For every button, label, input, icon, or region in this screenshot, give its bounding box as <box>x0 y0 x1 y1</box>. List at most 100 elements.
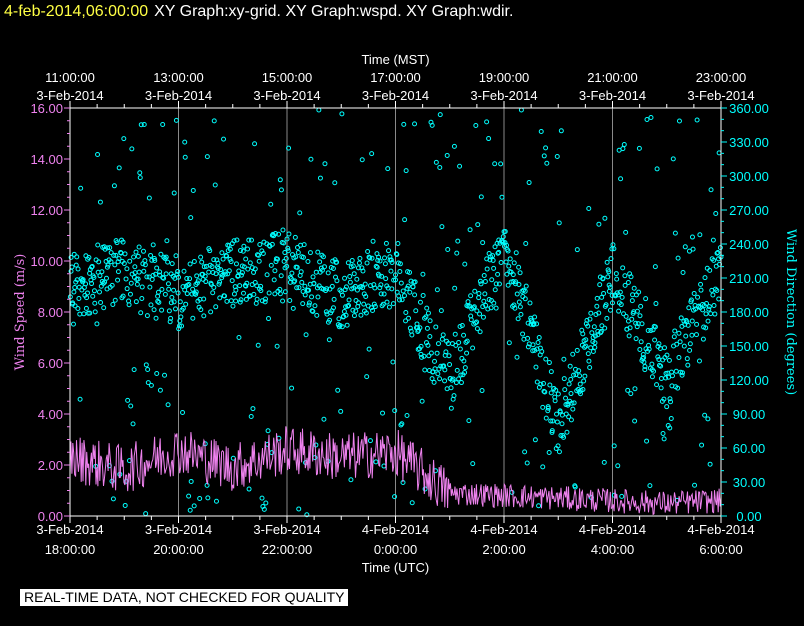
wind-direction-point <box>532 314 538 320</box>
wind-direction-point <box>271 277 277 283</box>
wind-direction-point <box>188 478 194 484</box>
quality-notice: REAL-TIME DATA, NOT CHECKED FOR QUALITY <box>20 589 349 606</box>
wind-direction-point <box>354 287 360 293</box>
wind-direction-point <box>554 154 560 160</box>
wind-direction-point <box>177 299 183 305</box>
y-right-tick-label: 330.00 <box>729 135 769 150</box>
wind-direction-point <box>138 310 144 316</box>
wind-direction-point <box>688 297 694 303</box>
y-right-tick-label: 360.00 <box>729 101 769 116</box>
wind-direction-point <box>675 255 681 261</box>
graph-title: XY Graph:xy-grid. XY Graph:wspd. XY Grap… <box>154 3 514 20</box>
wind-direction-point <box>712 311 718 317</box>
wind-direction-point <box>561 376 567 382</box>
wind-direction-point <box>580 331 586 337</box>
wind-direction-point <box>91 274 97 280</box>
wind-direction-point <box>454 367 460 373</box>
wind-direction-point <box>444 386 450 392</box>
wind-direction-point <box>456 340 462 346</box>
wind-direction-point <box>278 273 284 279</box>
wind-direction-point <box>294 285 300 291</box>
wind-direction-point <box>522 288 528 294</box>
wind-direction-point <box>231 238 237 244</box>
wind-direction-point <box>532 437 538 443</box>
wind-direction-point <box>310 308 316 314</box>
wind-direction-point <box>397 261 403 267</box>
wind-direction-point <box>165 281 171 287</box>
wind-direction-point <box>92 309 98 315</box>
wind-direction-point <box>330 265 336 271</box>
wind-direction-point <box>179 323 185 329</box>
wind-direction-point <box>588 310 594 316</box>
wind-direction-point <box>615 463 621 469</box>
wind-direction-point <box>398 280 404 286</box>
wind-direction-point <box>342 275 348 281</box>
wind-direction-point <box>698 287 704 293</box>
wind-direction-point <box>294 264 300 270</box>
wind-direction-point <box>684 356 690 362</box>
wind-direction-point <box>454 250 460 256</box>
wind-direction-point <box>166 308 172 314</box>
wind-direction-point <box>300 288 306 294</box>
wind-direction-point <box>619 294 625 300</box>
wind-direction-point <box>300 301 306 307</box>
wind-direction-point <box>407 325 413 331</box>
wind-direction-point <box>453 342 459 348</box>
wind-direction-point <box>402 217 408 223</box>
wind-direction-point <box>566 414 572 420</box>
wind-direction-point <box>195 278 201 284</box>
wind-direction-point <box>309 308 315 314</box>
wind-direction-point <box>488 305 494 311</box>
wind-direction-point <box>689 318 695 324</box>
wind-direction-point <box>505 282 511 288</box>
wind-direction-point <box>358 312 364 318</box>
wind-direction-point <box>664 404 670 410</box>
wind-direction-point <box>175 290 181 296</box>
wind-direction-point <box>457 346 463 352</box>
x-tick-label-top-time: 13:00:00 <box>153 70 204 85</box>
x-tick-label-top-time: 21:00:00 <box>587 70 638 85</box>
wind-direction-point <box>664 352 670 358</box>
wind-direction-point <box>283 256 289 262</box>
wind-direction-point <box>109 282 115 288</box>
wind-direction-point <box>679 370 685 376</box>
wind-direction-point <box>667 425 673 431</box>
wind-direction-point <box>396 293 402 299</box>
wind-direction-point <box>154 371 160 377</box>
wind-direction-point <box>439 336 445 342</box>
wind-direction-point <box>706 304 712 310</box>
wind-direction-point <box>549 428 555 434</box>
wind-direction-point <box>292 278 298 284</box>
wind-direction-point <box>70 300 76 306</box>
wind-direction-point <box>514 291 520 297</box>
wind-direction-point <box>531 321 537 327</box>
wind-direction-point <box>432 358 438 364</box>
wind-direction-point <box>672 328 678 334</box>
y-right-tick-label: 150.00 <box>729 339 769 354</box>
wind-direction-point <box>452 285 458 291</box>
wind-direction-point <box>542 389 548 395</box>
wind-direction-point <box>406 315 412 321</box>
wind-direction-point <box>334 278 340 284</box>
x-tick-label-bottom-date: 4-Feb-2014 <box>362 522 429 537</box>
wind-direction-point <box>342 287 348 293</box>
wind-direction-point <box>145 380 151 386</box>
wind-direction-point <box>277 291 283 297</box>
wind-direction-point <box>69 264 75 270</box>
wind-direction-point <box>135 253 141 259</box>
wind-direction-point <box>326 337 332 343</box>
wind-direction-point <box>295 250 301 256</box>
wind-direction-point <box>383 240 389 246</box>
wind-direction-point <box>377 258 383 264</box>
wind-direction-point <box>604 259 610 265</box>
y-right-axis-label: Wind Direction (degrees) <box>783 229 798 395</box>
wind-direction-point <box>479 388 485 394</box>
wind-direction-point <box>238 272 244 278</box>
wind-direction-point <box>442 367 448 373</box>
wind-direction-point <box>168 300 174 306</box>
wind-direction-point <box>658 376 664 382</box>
wind-direction-point <box>290 305 296 311</box>
wind-direction-point <box>605 274 611 280</box>
wind-direction-point <box>585 323 591 329</box>
